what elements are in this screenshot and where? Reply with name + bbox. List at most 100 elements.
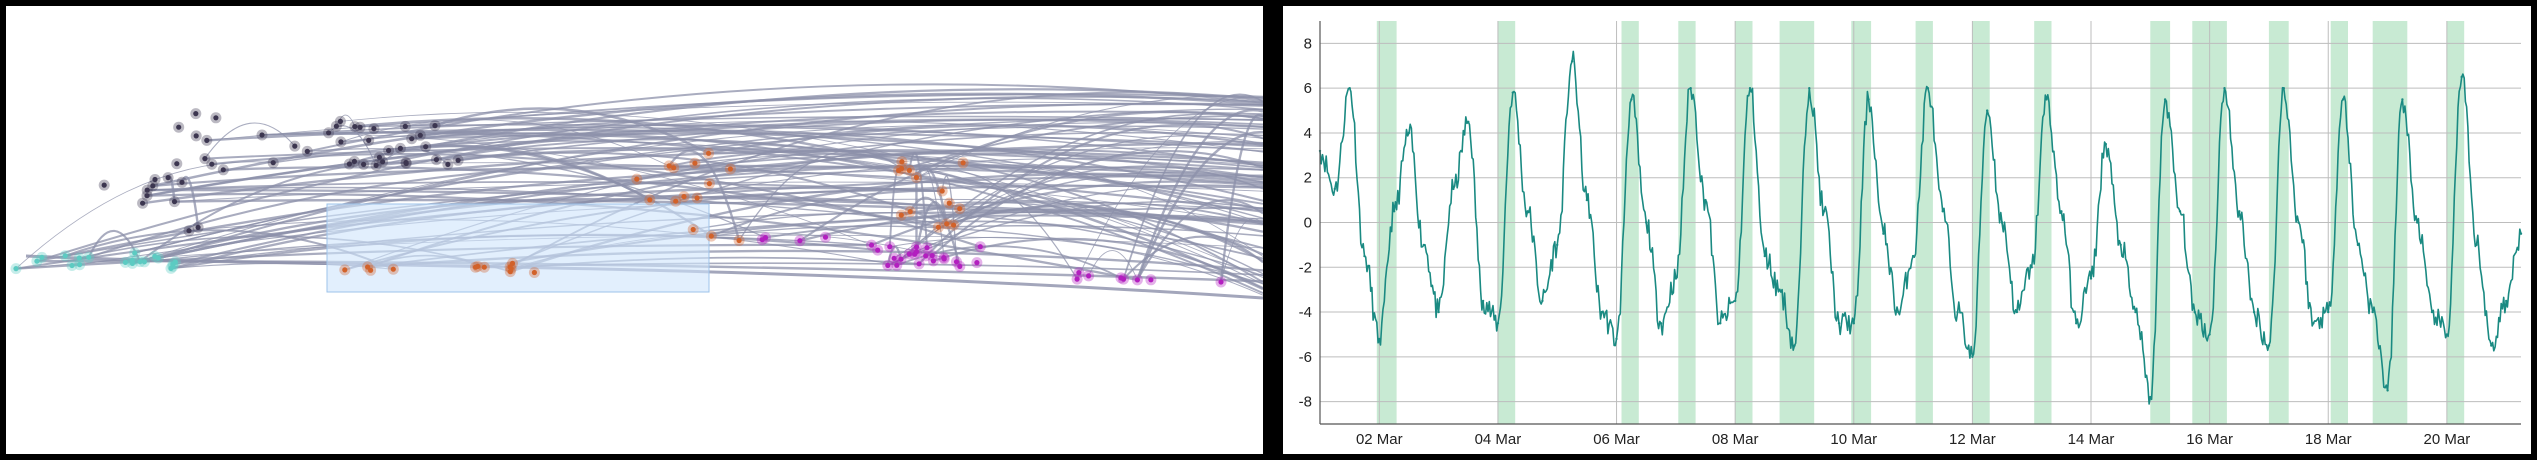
graph-node[interactable] [152, 176, 158, 183]
graph-node[interactable] [906, 167, 913, 173]
graph-node[interactable] [941, 256, 947, 262]
graph-node[interactable] [899, 166, 905, 172]
graph-node[interactable] [906, 251, 912, 257]
graph-node[interactable] [193, 111, 199, 117]
graph-node[interactable] [727, 166, 734, 172]
graph-node[interactable] [390, 266, 396, 272]
graph-node[interactable] [923, 253, 929, 259]
graph-node[interactable] [366, 137, 372, 143]
graph-node[interactable] [736, 237, 742, 244]
graph-node[interactable] [13, 266, 19, 272]
graph-node[interactable] [195, 224, 201, 230]
graph-node[interactable] [1118, 275, 1124, 281]
graph-node[interactable] [913, 244, 920, 250]
graph-node[interactable] [1148, 277, 1154, 283]
graph-node[interactable] [974, 260, 980, 266]
graph-node[interactable] [376, 154, 382, 160]
graph-node[interactable] [673, 198, 679, 204]
graph-node[interactable] [62, 253, 68, 259]
graph-node[interactable] [326, 130, 332, 136]
graph-node[interactable] [706, 150, 712, 156]
graph-node[interactable] [333, 123, 339, 129]
network-graph[interactable] [6, 6, 1263, 454]
graph-node[interactable] [1218, 279, 1224, 285]
graph-node[interactable] [797, 238, 803, 244]
network-view-panel[interactable] [6, 6, 1263, 454]
graph-node[interactable] [174, 161, 180, 167]
graph-node[interactable] [202, 156, 208, 162]
graph-node[interactable] [455, 157, 461, 163]
graph-node[interactable] [165, 175, 171, 181]
graph-node[interactable] [34, 258, 40, 264]
graph-node[interactable] [193, 133, 199, 139]
graph-node[interactable] [172, 259, 178, 265]
graph-node[interactable] [508, 266, 514, 272]
graph-node[interactable] [913, 249, 920, 255]
graph-node[interactable] [681, 194, 687, 200]
graph-node[interactable] [368, 267, 374, 273]
graph-node[interactable] [531, 269, 538, 276]
graph-node[interactable] [371, 126, 377, 132]
graph-node[interactable] [957, 206, 963, 212]
graph-node[interactable] [150, 183, 156, 189]
graph-node[interactable] [76, 255, 82, 261]
graph-node[interactable] [292, 143, 298, 149]
brush-selection[interactable] [326, 203, 710, 293]
graph-node[interactable] [259, 132, 265, 138]
graph-node[interactable] [930, 258, 937, 264]
graph-node[interactable] [179, 179, 185, 185]
graph-node[interactable] [337, 118, 343, 124]
graph-node[interactable] [977, 244, 983, 250]
graph-node[interactable] [352, 124, 358, 130]
graph-node[interactable] [481, 264, 487, 270]
graph-node[interactable] [220, 167, 226, 173]
graph-node[interactable] [132, 250, 138, 256]
graph-node[interactable] [304, 148, 310, 154]
graph-node[interactable] [939, 188, 945, 194]
graph-node[interactable] [887, 244, 893, 250]
graph-node[interactable] [946, 200, 952, 206]
graph-node[interactable] [762, 235, 769, 241]
graph-node[interactable] [1076, 270, 1082, 276]
graph-node[interactable] [891, 255, 897, 261]
graph-node[interactable] [666, 163, 672, 169]
graph-node[interactable] [951, 222, 957, 228]
graph-node[interactable] [690, 226, 696, 233]
graph-node[interactable] [423, 144, 429, 150]
graph-node[interactable] [647, 197, 653, 203]
graph-node[interactable] [351, 158, 357, 164]
graph-node[interactable] [944, 221, 950, 227]
graph-node[interactable] [898, 212, 904, 218]
graph-node[interactable] [671, 165, 677, 171]
graph-node[interactable] [694, 195, 700, 201]
graph-node[interactable] [1074, 276, 1080, 282]
graph-node[interactable] [129, 257, 135, 263]
graph-node[interactable] [433, 157, 439, 163]
graph-node[interactable] [875, 247, 881, 253]
graph-node[interactable] [432, 123, 438, 129]
graph-node[interactable] [634, 176, 640, 182]
graph-node[interactable] [168, 265, 174, 271]
graph-node[interactable] [86, 254, 92, 260]
graph-node[interactable] [409, 136, 415, 142]
graph-node[interactable] [403, 160, 409, 166]
graph-node[interactable] [1086, 273, 1092, 279]
timeseries-chart[interactable]: 8 6 4 2 0 -2 -4 -6 -8 02 Mar 04 Mar 06 Mar 08 Mar 10 … [1283, 6, 2531, 454]
graph-node[interactable] [960, 160, 966, 166]
graph-node[interactable] [885, 262, 891, 268]
graph-node[interactable] [472, 264, 479, 270]
graph-node[interactable] [929, 253, 935, 259]
graph-node[interactable] [186, 228, 192, 234]
graph-node[interactable] [346, 161, 352, 167]
graph-node[interactable] [692, 160, 698, 166]
graph-node[interactable] [357, 124, 363, 130]
graph-node[interactable] [913, 174, 920, 181]
graph-node[interactable] [1134, 277, 1140, 283]
graph-node[interactable] [140, 200, 146, 206]
graph-node[interactable] [338, 139, 344, 145]
graph-node[interactable] [708, 233, 714, 239]
graph-node[interactable] [957, 263, 963, 269]
graph-node[interactable] [397, 145, 403, 151]
graph-node[interactable] [898, 256, 904, 262]
graph-node[interactable] [171, 199, 178, 205]
